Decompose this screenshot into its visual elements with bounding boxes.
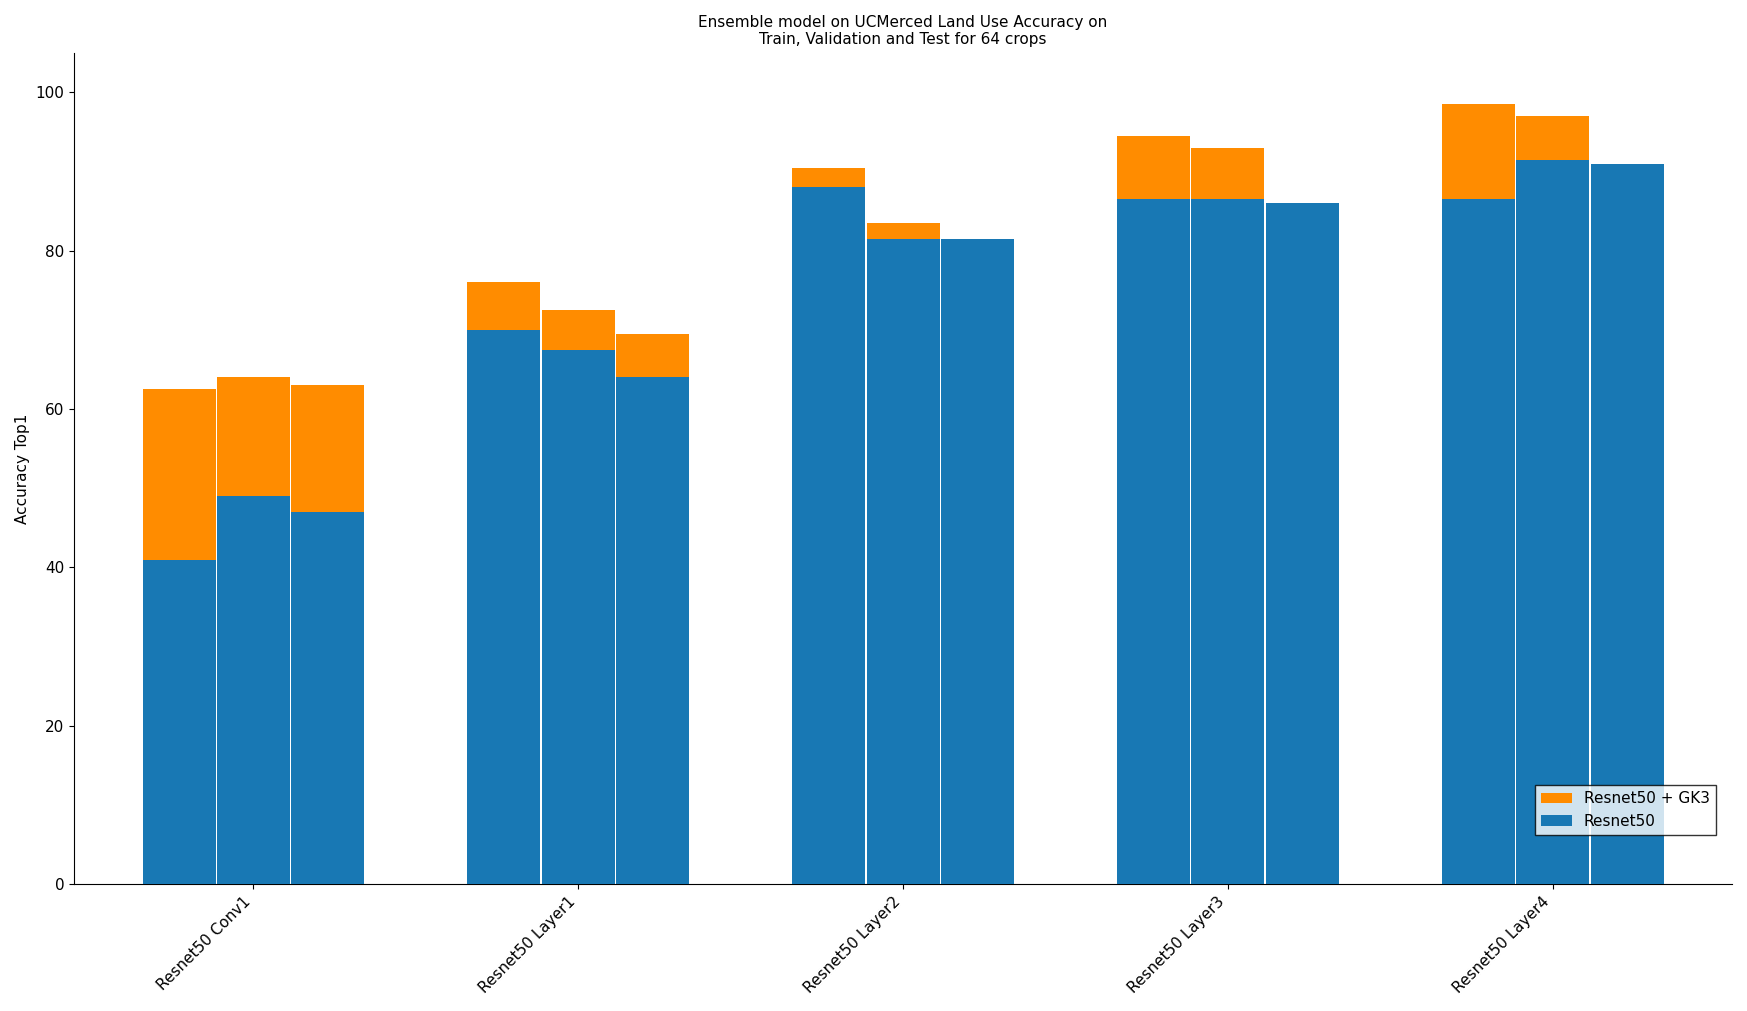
- Bar: [791, 187, 865, 885]
- Bar: [143, 389, 215, 885]
- Bar: [468, 282, 540, 885]
- Bar: [1116, 135, 1190, 885]
- Bar: [867, 239, 940, 885]
- Bar: [1516, 116, 1590, 885]
- Bar: [942, 239, 1013, 885]
- Bar: [1116, 199, 1190, 885]
- Bar: [1191, 199, 1265, 885]
- Bar: [942, 239, 1013, 885]
- Bar: [542, 350, 615, 885]
- Bar: [1267, 203, 1338, 885]
- Bar: [867, 223, 940, 885]
- Bar: [217, 496, 290, 885]
- Bar: [1590, 164, 1663, 885]
- Bar: [617, 377, 688, 885]
- Bar: [143, 559, 215, 885]
- Bar: [617, 334, 688, 885]
- Bar: [791, 168, 865, 885]
- Bar: [468, 330, 540, 885]
- Y-axis label: Accuracy Top1: Accuracy Top1: [16, 413, 30, 524]
- Bar: [1516, 160, 1590, 885]
- Title: Ensemble model on UCMerced Land Use Accuracy on
Train, Validation and Test for 6: Ensemble model on UCMerced Land Use Accu…: [699, 15, 1108, 48]
- Bar: [1441, 104, 1515, 885]
- Bar: [1590, 164, 1663, 885]
- Bar: [292, 385, 365, 885]
- Bar: [542, 310, 615, 885]
- Bar: [292, 512, 365, 885]
- Legend: Resnet50 + GK3, Resnet50: Resnet50 + GK3, Resnet50: [1536, 786, 1716, 835]
- Bar: [1441, 199, 1515, 885]
- Bar: [217, 377, 290, 885]
- Bar: [1191, 148, 1265, 885]
- Bar: [1267, 203, 1338, 885]
